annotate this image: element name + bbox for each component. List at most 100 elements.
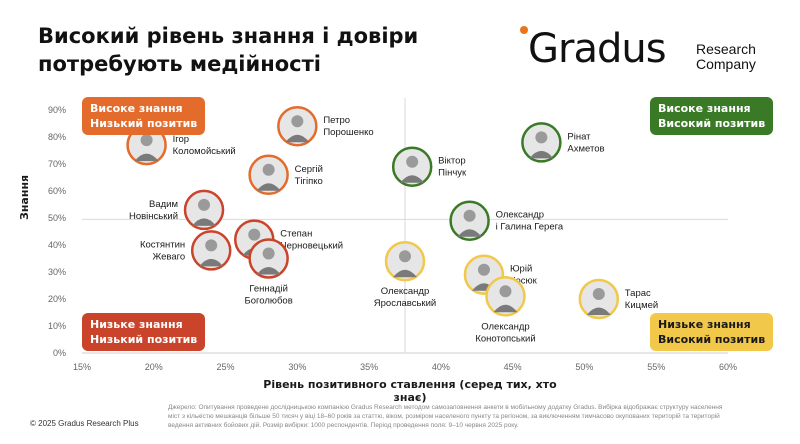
portrait-head-icon bbox=[248, 228, 261, 241]
title-line-1: Високий рівень знання і довіри bbox=[38, 24, 419, 48]
quadrant-label-bottom-right: Низьке знання Високий позитив bbox=[650, 313, 774, 351]
title-line-2: потребують медійності bbox=[38, 52, 321, 76]
portrait-head-icon bbox=[535, 131, 548, 144]
portrait-head-icon bbox=[291, 115, 304, 128]
gradus-logo: Gradus Research Company bbox=[520, 22, 790, 82]
data-point-label: Тарас bbox=[625, 288, 651, 299]
portrait-body-icon bbox=[285, 134, 310, 143]
y-tick-label: 70% bbox=[48, 159, 66, 169]
y-tick-label: 90% bbox=[48, 105, 66, 115]
x-tick-label: 35% bbox=[360, 362, 378, 372]
portrait-head-icon bbox=[262, 247, 275, 260]
y-tick-label: 30% bbox=[48, 267, 66, 277]
portrait-head-icon bbox=[406, 155, 419, 168]
portrait-head-icon bbox=[140, 134, 153, 147]
data-point-label: Рінат bbox=[567, 131, 591, 142]
data-point-label: Тігіпко bbox=[295, 176, 323, 187]
page-title: Високий рівень знання і довіри потребуют… bbox=[38, 22, 458, 78]
logo-sub-text: Research Company bbox=[696, 42, 756, 72]
data-point-label: Вадим bbox=[149, 199, 178, 210]
data-point-label: Сергій bbox=[295, 164, 323, 175]
data-point-label: Порошенко bbox=[323, 127, 373, 138]
data-point-label: Ахметов bbox=[567, 143, 604, 154]
data-point-label: Олександр bbox=[381, 286, 429, 297]
portrait-head-icon bbox=[463, 209, 476, 222]
portrait-body-icon bbox=[493, 304, 518, 313]
data-point-label: Коломойський bbox=[173, 146, 236, 157]
portrait-head-icon bbox=[198, 198, 211, 211]
portrait-body-icon bbox=[586, 307, 611, 315]
data-point-label: Олександр bbox=[496, 210, 544, 221]
portrait-head-icon bbox=[477, 263, 490, 276]
x-tick-label: 45% bbox=[504, 362, 522, 372]
x-tick-label: 50% bbox=[575, 362, 593, 372]
data-point-label: Олександр bbox=[481, 321, 529, 332]
data-point-label: Жеваго bbox=[152, 251, 185, 262]
portrait-body-icon bbox=[192, 218, 217, 226]
y-tick-label: 10% bbox=[48, 321, 66, 331]
data-point-label: Косюк bbox=[510, 276, 538, 287]
data-point-label: Кицмей bbox=[625, 300, 658, 311]
data-point-label: Ігор bbox=[173, 134, 189, 145]
data-point-label: Новінський bbox=[129, 211, 178, 222]
quadrant-top-right-line-2: Високий позитив bbox=[658, 117, 766, 130]
logo-main-text: Gradus bbox=[528, 26, 667, 72]
portrait-head-icon bbox=[399, 250, 411, 263]
quadrant-bottom-right-line-1: Низьке знання bbox=[658, 318, 751, 331]
x-tick-label: 60% bbox=[719, 362, 737, 372]
portrait-body-icon bbox=[199, 258, 224, 267]
x-axis-title: Рівень позитивного ставлення (серед тих,… bbox=[263, 378, 557, 404]
x-tick-label: 30% bbox=[288, 362, 306, 372]
x-tick-label: 55% bbox=[647, 362, 665, 372]
portrait-head-icon bbox=[205, 239, 218, 252]
logo-sub-line-1: Research bbox=[696, 41, 756, 57]
quadrant-bottom-left-line-2: Низький позитив bbox=[90, 333, 198, 346]
data-point-label: Пінчук bbox=[438, 168, 467, 179]
portrait-head-icon bbox=[592, 288, 605, 300]
y-tick-label: 80% bbox=[48, 132, 66, 142]
data-point-label: і Галина Герега bbox=[496, 222, 564, 233]
logo-dot-icon bbox=[520, 26, 528, 34]
portrait-body-icon bbox=[529, 150, 554, 159]
portrait-body-icon bbox=[256, 183, 281, 191]
y-tick-label: 40% bbox=[48, 240, 66, 250]
x-tick-label: 25% bbox=[217, 362, 235, 372]
data-point-label: Боголюбов bbox=[244, 296, 292, 307]
y-tick-label: 0% bbox=[53, 348, 66, 358]
quadrant-label-top-left: Високе знання Низький позитив bbox=[82, 97, 206, 135]
data-point-label: Юрій bbox=[510, 264, 532, 275]
y-axis-title: Знання bbox=[18, 174, 31, 220]
quadrant-label-top-right: Високе знання Високий позитив bbox=[650, 97, 774, 135]
quadrant-top-left-line-2: Низький позитив bbox=[90, 117, 198, 130]
portrait-body-icon bbox=[400, 175, 425, 183]
quadrant-top-right-line-1: Високе знання bbox=[658, 102, 751, 115]
x-tick-label: 40% bbox=[432, 362, 450, 372]
data-point-label: Віктор bbox=[438, 156, 466, 167]
portrait-body-icon bbox=[457, 229, 482, 237]
data-point-label: Степан bbox=[280, 229, 312, 240]
quadrant-bottom-right-line-2: Високий позитив bbox=[658, 333, 766, 346]
source-note: Джерело: Опитування проведене дослідниць… bbox=[168, 404, 723, 429]
data-point-label: Черновецький bbox=[280, 241, 343, 252]
logo-sub-line-2: Company bbox=[696, 56, 756, 72]
data-point-label: Петро bbox=[323, 115, 350, 126]
x-tick-label: 20% bbox=[145, 362, 163, 372]
y-tick-label: 60% bbox=[48, 186, 66, 196]
copyright: © 2025 Gradus Research Plus bbox=[30, 419, 139, 428]
quadrant-label-bottom-left: Низьке знання Низький позитив bbox=[82, 313, 206, 351]
data-point-label: Костянтин bbox=[140, 239, 185, 250]
data-point-label: Конотопський bbox=[475, 333, 535, 344]
portrait-head-icon bbox=[262, 163, 275, 176]
portrait-body-icon bbox=[393, 269, 417, 278]
portrait-body-icon bbox=[256, 267, 281, 275]
data-point-label: Геннадій bbox=[249, 284, 288, 295]
x-tick-label: 15% bbox=[73, 362, 91, 372]
y-tick-label: 50% bbox=[48, 213, 66, 223]
portrait-body-icon bbox=[134, 153, 159, 162]
quadrant-top-left-line-1: Високе знання bbox=[90, 102, 183, 115]
data-point-label: Ярославський bbox=[374, 298, 436, 309]
y-tick-label: 20% bbox=[48, 294, 66, 304]
portrait-head-icon bbox=[499, 285, 512, 298]
quadrant-bottom-left-line-1: Низьке знання bbox=[90, 318, 183, 331]
